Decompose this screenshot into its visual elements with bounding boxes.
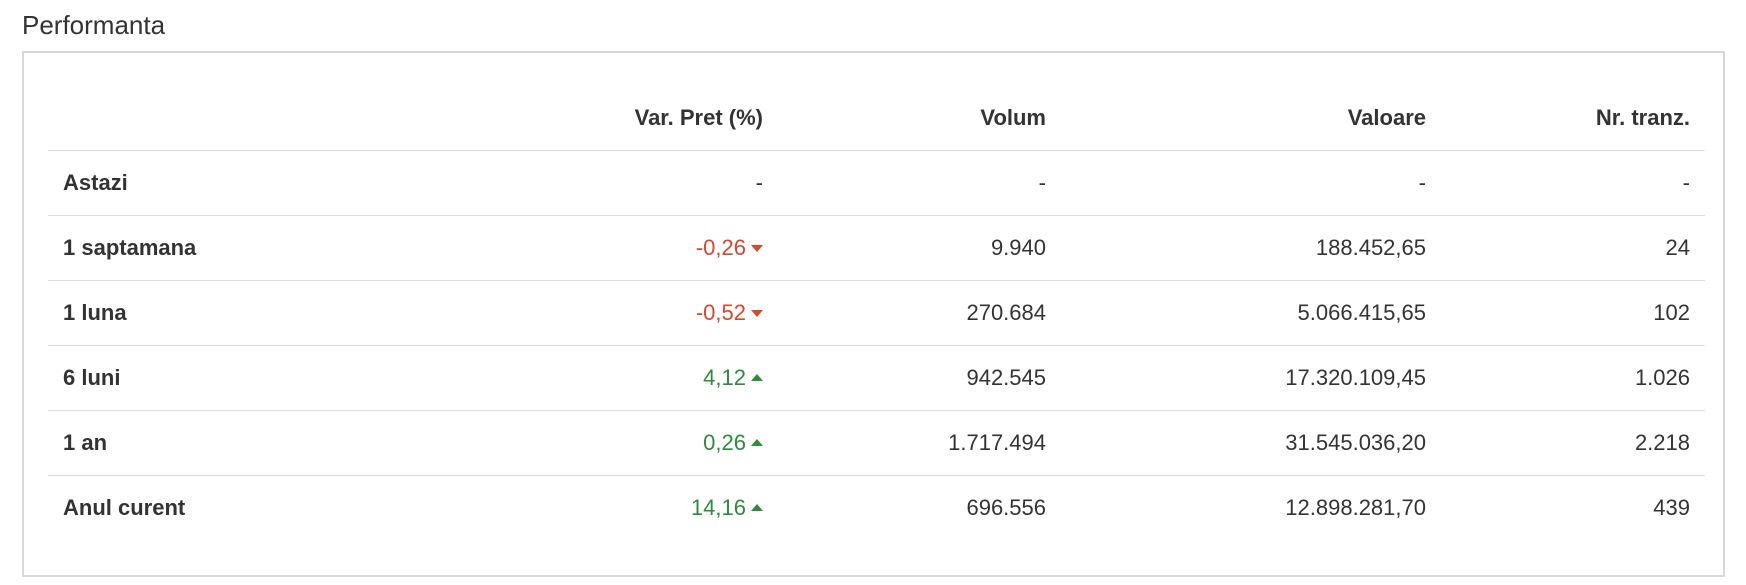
- valoare-cell: 31.545.036,20: [1061, 410, 1441, 476]
- trend-down-icon: [751, 244, 763, 252]
- var-pret-value: -0,52: [695, 300, 746, 325]
- nr-tranz-cell: 1.026: [1441, 345, 1705, 411]
- var-pret-value: -: [755, 170, 763, 195]
- table-header-row: Var. Pret (%) Volum Valoare Nr. tranz.: [48, 86, 1705, 151]
- volum-cell: 696.556: [966, 495, 1046, 520]
- trend-up-icon: [751, 373, 763, 381]
- var-pret-value: 0,26: [703, 430, 746, 455]
- var-pret-value: 4,12: [703, 365, 746, 390]
- row-label: Astazi: [48, 150, 323, 216]
- nr-tranz-cell: -: [1441, 150, 1705, 216]
- volum-cell: 1.717.494: [778, 410, 1061, 476]
- header-valoare: Valoare: [1061, 86, 1441, 151]
- valoare-cell: 12.898.281,70: [1285, 495, 1426, 520]
- header-period: [48, 86, 323, 151]
- var-pret-cell: 0,26: [323, 410, 778, 476]
- trend-up-icon: [751, 438, 763, 446]
- header-var-pret: Var. Pret (%): [323, 86, 778, 151]
- table-row: 6 luni 4,12 942.545 17.320.109,45 1.026: [48, 345, 1705, 411]
- header-nr-tranz: Nr. tranz.: [1441, 86, 1705, 151]
- var-pret-cell: -0,26: [323, 215, 778, 281]
- volum-cell: 270.684: [778, 280, 1061, 346]
- header-volum: Volum: [778, 86, 1061, 151]
- nr-tranz-cell: 2.218: [1441, 410, 1705, 476]
- var-pret-value: -0,26: [695, 235, 746, 260]
- trend-up-icon: [751, 503, 763, 511]
- var-pret-cell: 14,16: [323, 476, 778, 541]
- volum-cell: 9.940: [778, 215, 1061, 281]
- var-pret-cell: -0,52: [323, 280, 778, 346]
- table-row: 1 saptamana -0,26 9.940 188.452,65 24: [48, 215, 1705, 281]
- performance-table: Var. Pret (%) Volum Valoare Nr. tranz. A…: [48, 86, 1705, 540]
- var-pret-cell: 4,12: [323, 345, 778, 411]
- row-label: 1 an: [48, 410, 323, 476]
- var-pret-value: 14,16: [690, 495, 746, 520]
- row-label: Anul curent: [63, 495, 186, 520]
- nr-tranz-cell: 439: [1653, 495, 1690, 520]
- row-label: 6 luni: [48, 345, 323, 411]
- valoare-cell: 17.320.109,45: [1061, 345, 1441, 411]
- table-row: Astazi - - - -: [48, 150, 1705, 216]
- section-title: Performanta: [22, 10, 166, 40]
- table-row: Anul curent 14,16 696.556 12.898.281,70 …: [48, 476, 1705, 541]
- table-row: 1 an 0,26 1.717.494 31.545.036,20 2.218: [48, 410, 1705, 476]
- row-label: 1 luna: [48, 280, 323, 346]
- row-label: 1 saptamana: [48, 215, 323, 281]
- valoare-cell: -: [1061, 150, 1441, 216]
- volum-cell: -: [778, 150, 1061, 216]
- performance-panel: Var. Pret (%) Volum Valoare Nr. tranz. A…: [22, 51, 1725, 577]
- valoare-cell: 5.066.415,65: [1061, 280, 1441, 346]
- table-row: 1 luna -0,52 270.684 5.066.415,65 102: [48, 280, 1705, 346]
- var-pret-cell: -: [323, 150, 778, 216]
- nr-tranz-cell: 102: [1441, 280, 1705, 346]
- volum-cell: 942.545: [778, 345, 1061, 411]
- valoare-cell: 188.452,65: [1061, 215, 1441, 281]
- nr-tranz-cell: 24: [1441, 215, 1705, 281]
- trend-down-icon: [751, 309, 763, 317]
- table-body: Astazi - - - - 1 saptamana -0,26 9.940 1…: [48, 150, 1705, 541]
